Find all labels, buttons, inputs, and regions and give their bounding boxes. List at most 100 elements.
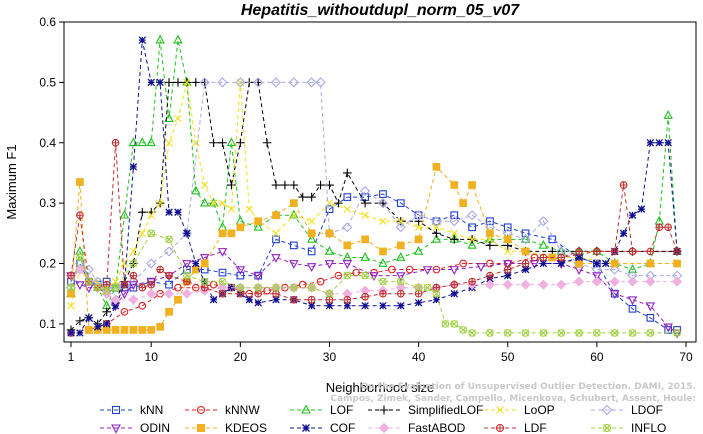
- data-point: [307, 302, 316, 310]
- data-point: [467, 210, 478, 221]
- data-point: [476, 263, 486, 272]
- data-point: [601, 404, 613, 416]
- data-point: [432, 223, 441, 231]
- data-point: [182, 260, 192, 269]
- data-point: [610, 259, 619, 268]
- data-point: [307, 229, 316, 238]
- data-point: [646, 259, 655, 268]
- data-point: [253, 221, 263, 231]
- data-point: [209, 295, 218, 304]
- data-point: [484, 279, 495, 290]
- data-point: [156, 78, 164, 87]
- data-point: [227, 229, 236, 238]
- data-point: [165, 271, 173, 280]
- data-point: [236, 271, 245, 280]
- data-point: [343, 302, 352, 310]
- legend-label: KDEOS: [225, 421, 267, 434]
- data-point: [396, 241, 405, 250]
- data-point: [217, 77, 228, 88]
- data-point: [272, 229, 280, 238]
- data-point: [165, 208, 173, 216]
- data-point: [199, 197, 210, 207]
- data-point: [324, 260, 335, 269]
- data-point: [450, 280, 459, 289]
- data-point: [290, 211, 298, 219]
- data-point: [628, 211, 637, 219]
- data-point: [147, 78, 155, 87]
- legend-item: SimplifiedLOF: [368, 403, 483, 417]
- data-point: [352, 268, 361, 277]
- data-point: [395, 222, 406, 233]
- data-point: [165, 235, 173, 244]
- data-point: [218, 229, 227, 238]
- data-point: [468, 223, 476, 232]
- data-point: [628, 304, 637, 313]
- data-point: [450, 229, 458, 238]
- data-point: [432, 265, 441, 274]
- data-point: [307, 192, 316, 202]
- data-point: [164, 113, 174, 122]
- data-point: [208, 197, 219, 207]
- data-point: [181, 288, 192, 299]
- data-point: [165, 307, 173, 316]
- data-point: [343, 271, 352, 280]
- data-point: [235, 77, 246, 88]
- data-point: [591, 264, 602, 275]
- data-point: [645, 302, 656, 312]
- data-point: [591, 276, 602, 287]
- data-point: [111, 302, 120, 310]
- data-point: [272, 211, 280, 220]
- data-point: [450, 181, 459, 189]
- watermark-line-1: On the Evaluation of Unsupervised Outlie…: [361, 382, 696, 392]
- data-point: [272, 289, 280, 298]
- data-point: [521, 329, 530, 337]
- data-point: [120, 307, 129, 316]
- data-point: [664, 138, 672, 147]
- data-point: [173, 78, 183, 87]
- data-point: [191, 265, 200, 274]
- data-point: [325, 229, 334, 238]
- data-point: [218, 268, 227, 277]
- data-point: [272, 235, 280, 244]
- data-point: [432, 295, 441, 304]
- data-point: [67, 289, 75, 298]
- data-point: [450, 289, 459, 298]
- y-axis-label: Maximum F1: [4, 144, 19, 219]
- data-point: [200, 259, 209, 268]
- data-point: [503, 265, 512, 274]
- data-point: [592, 272, 602, 282]
- data-point: [539, 329, 548, 337]
- data-point: [199, 77, 210, 88]
- data-point: [459, 326, 467, 334]
- data-point: [254, 283, 262, 292]
- data-point: [449, 216, 460, 227]
- data-point: [111, 283, 120, 292]
- data-point: [156, 199, 164, 207]
- data-point: [102, 286, 111, 295]
- data-point: [342, 222, 353, 233]
- data-point: [227, 180, 236, 190]
- data-point: [218, 138, 227, 148]
- data-point: [539, 259, 548, 268]
- x-tick-label: 60: [590, 350, 604, 364]
- data-point: [165, 280, 173, 289]
- data-point: [138, 207, 147, 217]
- legend-label: INFLO: [631, 421, 666, 434]
- data-point: [432, 229, 441, 238]
- legend-item: LoOP: [484, 403, 555, 417]
- data-point: [102, 307, 111, 317]
- data-point: [129, 163, 138, 171]
- data-point: [529, 260, 540, 269]
- data-point: [538, 216, 549, 227]
- data-point: [254, 298, 262, 307]
- data-point: [414, 235, 423, 244]
- data-point: [646, 138, 655, 147]
- data-point: [673, 329, 681, 337]
- data-point: [67, 302, 75, 310]
- data-point: [129, 326, 138, 334]
- data-point: [575, 329, 583, 337]
- data-point: [593, 329, 601, 337]
- data-point: [183, 271, 191, 280]
- data-point: [316, 277, 325, 286]
- x-tick-label: 50: [501, 350, 515, 364]
